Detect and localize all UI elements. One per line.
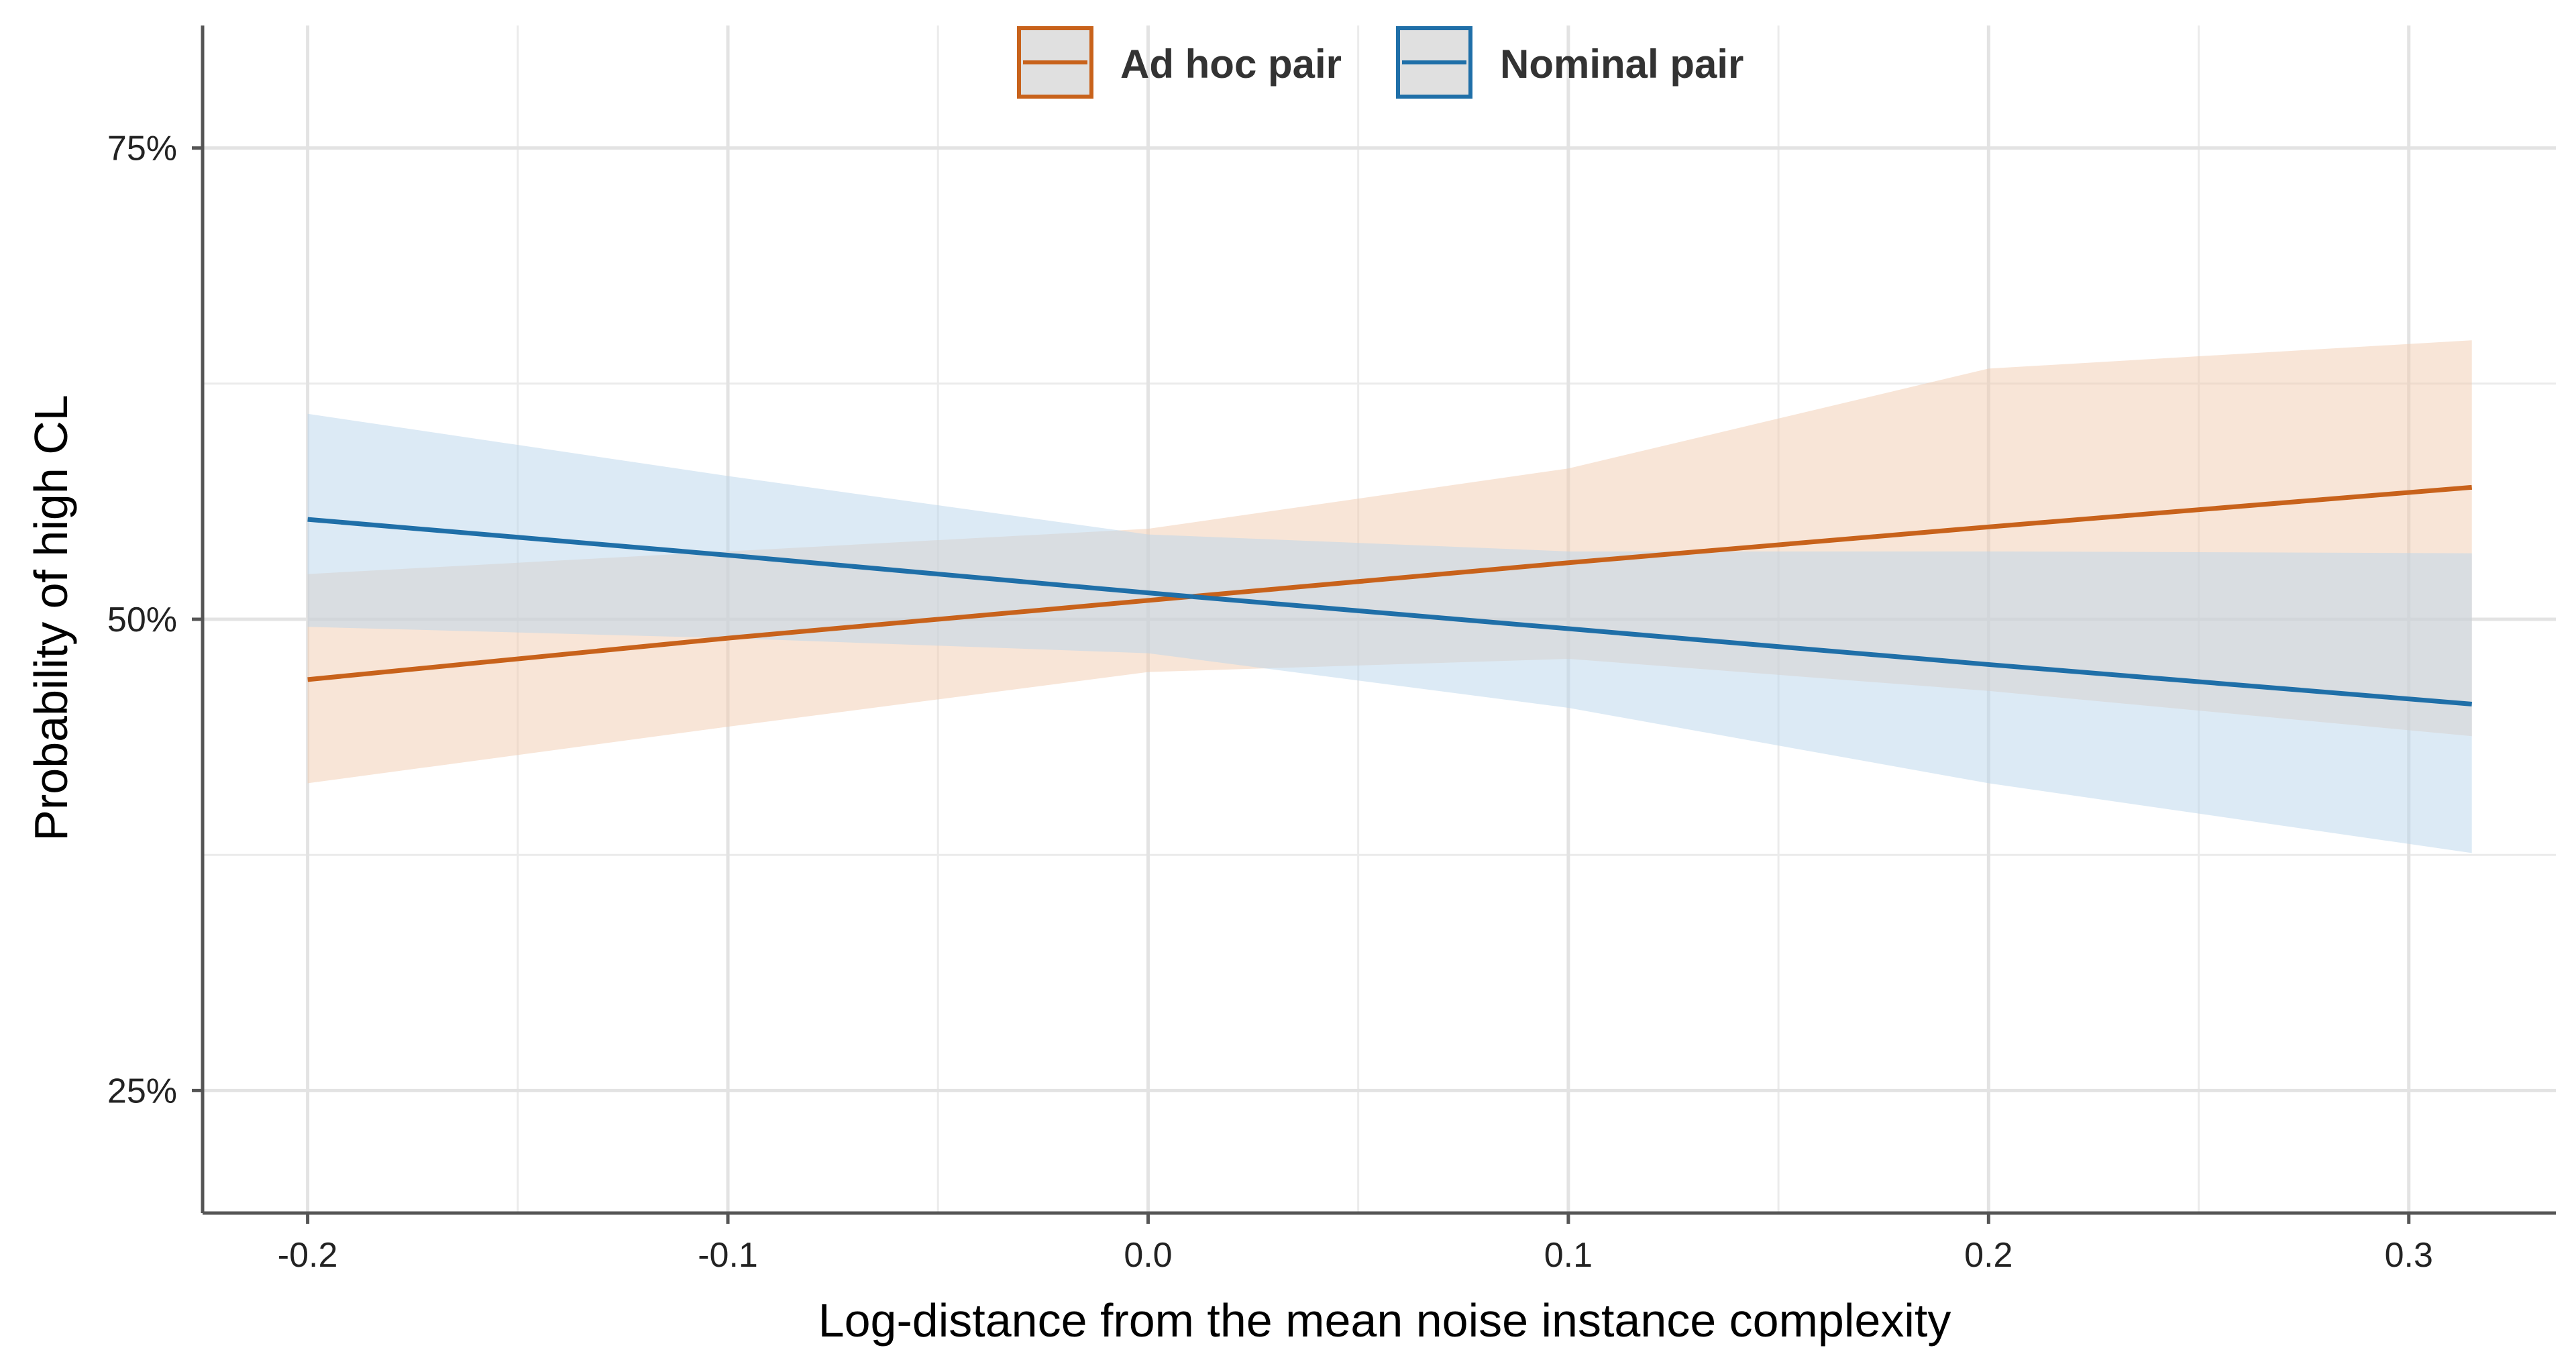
legend-label-nominal-pair: Nominal pair — [1500, 42, 1743, 87]
series-line-nominal-pair — [307, 517, 2473, 706]
x-tick-label: 0.0 — [1124, 1236, 1172, 1275]
x-tick-label: -0.2 — [278, 1236, 338, 1275]
legend: Ad hoc pair Nominal pair — [1017, 26, 1743, 99]
y-tick-label: 25% — [107, 1071, 177, 1110]
x-tick-label: 0.1 — [1544, 1236, 1593, 1275]
y-tick-label: 75% — [107, 129, 177, 168]
x-tick-label: 0.3 — [2385, 1236, 2433, 1275]
legend-label-ad-hoc-pair: Ad hoc pair — [1120, 42, 1342, 87]
axes — [192, 25, 2556, 1224]
series-lines — [307, 484, 2473, 706]
y-axis-title: Probability of high CL — [25, 395, 77, 841]
y-tick-label: 50% — [107, 600, 177, 639]
legend-item-nominal-pair[interactable]: Nominal pair — [1396, 26, 1743, 99]
tick-labels: -0.2 -0.1 0.0 0.1 0.2 0.3 25% 50% 75% — [107, 129, 2433, 1275]
confidence-band-nominal-pair — [307, 413, 2472, 853]
x-tick-label: -0.1 — [698, 1236, 758, 1275]
x-tick-label: 0.2 — [1964, 1236, 2012, 1275]
series-line-ad-hoc-pair — [307, 484, 2473, 682]
confidence-bands — [307, 340, 2472, 853]
legend-item-ad-hoc-pair[interactable]: Ad hoc pair — [1017, 26, 1342, 99]
x-axis-title: Log-distance from the mean noise instanc… — [818, 1294, 1951, 1347]
